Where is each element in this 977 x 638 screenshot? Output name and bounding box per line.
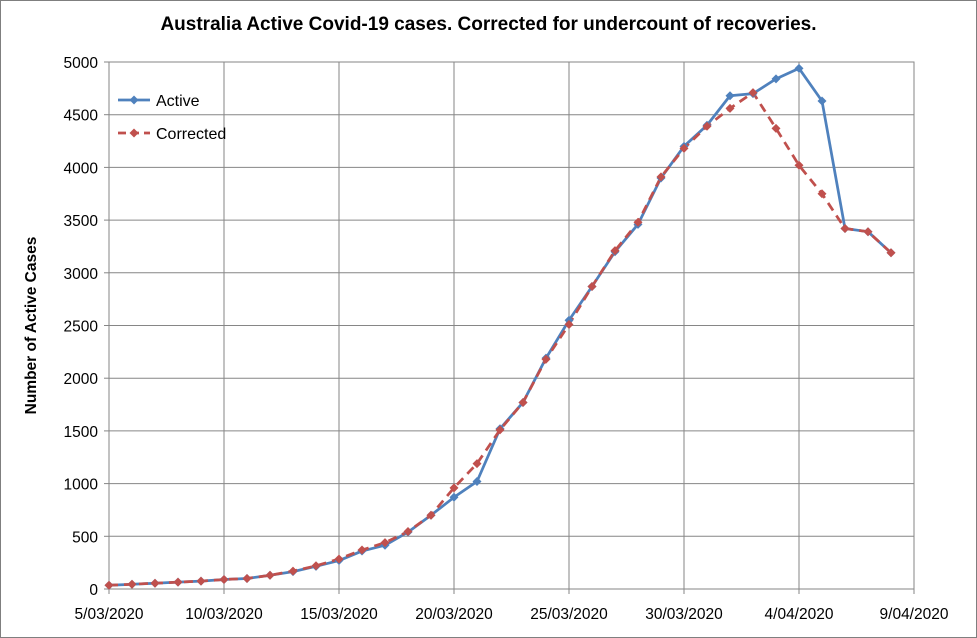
- data-point-corrected: [656, 172, 666, 182]
- data-point-corrected: [196, 576, 206, 586]
- y-tick-label: 5000: [64, 55, 99, 72]
- x-tick-label: 10/03/2020: [185, 606, 263, 623]
- data-point-corrected: [173, 577, 183, 587]
- data-point-corrected: [288, 566, 298, 576]
- data-point-corrected: [817, 189, 827, 199]
- x-tick-label: 9/04/2020: [880, 606, 949, 623]
- legend-marker-corrected: [129, 128, 139, 138]
- x-tick-label: 20/03/2020: [415, 606, 493, 623]
- data-point-corrected: [863, 227, 873, 237]
- y-tick-label: 500: [72, 529, 98, 546]
- data-point-corrected: [150, 578, 160, 588]
- series-group: [104, 63, 896, 590]
- data-point-corrected: [104, 580, 114, 590]
- data-point-corrected: [748, 88, 758, 98]
- data-point-corrected: [403, 527, 413, 537]
- data-point-corrected: [334, 554, 344, 564]
- chart-title: Australia Active Covid-19 cases. Correct…: [160, 14, 817, 35]
- data-point-active: [472, 476, 482, 486]
- data-point-corrected: [840, 224, 850, 234]
- data-point-corrected: [219, 575, 229, 585]
- x-tick-label: 5/03/2020: [75, 606, 144, 623]
- y-tick-label: 1000: [64, 477, 99, 494]
- data-point-corrected: [380, 538, 390, 548]
- data-point-corrected: [679, 143, 689, 153]
- y-tick-label: 3000: [64, 266, 99, 283]
- legend-label-corrected: Corrected: [156, 126, 226, 143]
- data-point-corrected: [472, 459, 482, 469]
- x-tick-label: 4/04/2020: [765, 606, 834, 623]
- gridlines: [108, 61, 915, 590]
- data-point-active: [449, 492, 459, 502]
- y-tick-label: 2000: [64, 371, 99, 388]
- data-point-corrected: [426, 510, 436, 520]
- data-point-corrected: [265, 570, 275, 580]
- data-point-active: [771, 74, 781, 84]
- y-axis-title: Number of Active Cases: [23, 237, 40, 415]
- data-point-corrected: [886, 248, 896, 258]
- data-point-corrected: [587, 282, 597, 292]
- data-point-corrected: [771, 123, 781, 133]
- data-point-corrected: [127, 579, 137, 589]
- data-point-active: [725, 91, 735, 101]
- y-tick-label: 4000: [64, 160, 99, 177]
- y-tick-label: 3500: [64, 213, 99, 230]
- data-point-corrected: [794, 160, 804, 170]
- data-point-corrected: [357, 545, 367, 555]
- y-tick-label: 0: [89, 582, 98, 599]
- data-point-corrected: [702, 121, 712, 131]
- data-point-corrected: [311, 561, 321, 571]
- x-tick-label: 25/03/2020: [530, 606, 608, 623]
- data-point-corrected: [633, 217, 643, 227]
- x-tick-label: 30/03/2020: [645, 606, 723, 623]
- y-axis-ticks: 0 500 1000 1500 2000 2500 3000 3500 4000 4500 5000: [64, 55, 109, 599]
- y-tick-label: 4500: [64, 108, 99, 125]
- data-point-active: [817, 96, 827, 106]
- data-point-corrected: [564, 319, 574, 329]
- series-line-active: [108, 66, 892, 587]
- x-tick-label: 15/03/2020: [300, 606, 378, 623]
- data-point-corrected: [610, 246, 620, 256]
- legend-marker-active: [129, 95, 139, 105]
- legend-label-active: Active: [156, 93, 200, 110]
- series-line-corrected: [108, 91, 892, 587]
- data-point-corrected: [541, 354, 551, 364]
- legend: Active Corrected: [118, 93, 226, 143]
- data-point-active: [794, 63, 804, 73]
- data-point-corrected: [518, 397, 528, 407]
- data-point-corrected: [725, 103, 735, 113]
- data-point-corrected: [242, 573, 252, 583]
- data-point-corrected: [495, 425, 505, 435]
- y-tick-label: 2500: [64, 319, 99, 336]
- data-point-corrected: [449, 483, 459, 493]
- y-tick-label: 1500: [64, 424, 99, 441]
- x-axis-ticks: 5/03/2020 10/03/2020 15/03/2020 20/03/2020 2…: [75, 589, 949, 623]
